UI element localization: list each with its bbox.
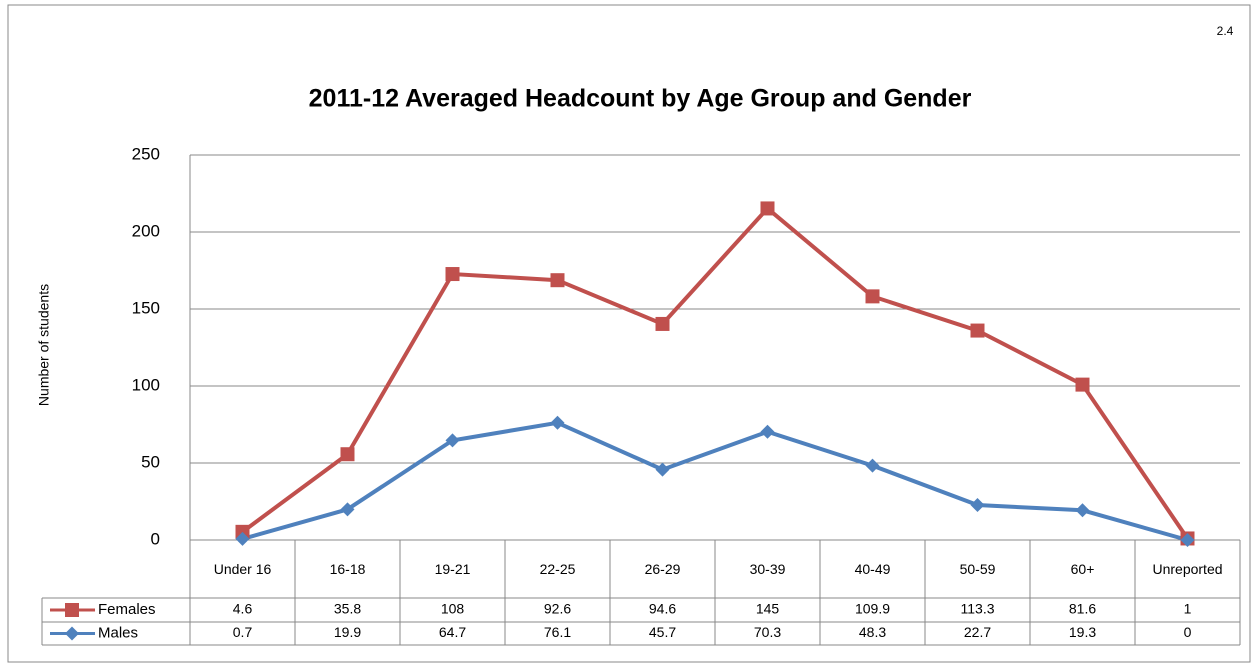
marker xyxy=(655,316,670,331)
series-line xyxy=(241,205,1190,540)
table-value: 1 xyxy=(1184,601,1192,617)
marker xyxy=(970,498,985,513)
x-tick-label: 30-39 xyxy=(749,561,786,577)
marker xyxy=(65,626,79,641)
table-value: 64.7 xyxy=(439,624,466,640)
legend-label: Females xyxy=(98,601,156,618)
x-tick-label: 16-18 xyxy=(329,561,366,577)
y-tick-label: 0 xyxy=(151,529,160,548)
table-value: 0.7 xyxy=(233,624,253,640)
marker xyxy=(340,502,355,517)
table-value: 145 xyxy=(756,601,780,617)
marker xyxy=(445,433,460,448)
table-value: 19.9 xyxy=(334,624,361,640)
y-tick-label: 50 xyxy=(141,452,160,471)
y-axis-label: Number of students xyxy=(36,284,52,406)
marker xyxy=(760,424,775,439)
x-tick-label: 19-21 xyxy=(434,561,471,577)
chart-title: 2011-12 Averaged Headcount by Age Group … xyxy=(309,85,972,113)
marker xyxy=(865,458,880,473)
marker xyxy=(235,531,250,546)
table-value: 22.7 xyxy=(964,624,991,640)
marker xyxy=(970,323,985,338)
marker xyxy=(65,603,79,617)
marker xyxy=(550,415,565,430)
marker xyxy=(235,524,250,539)
y-tick-label: 150 xyxy=(132,298,160,317)
marker xyxy=(655,462,670,477)
series-line xyxy=(241,420,1189,542)
y-tick-label: 200 xyxy=(132,221,160,240)
table-value: 94.6 xyxy=(649,601,676,617)
marker xyxy=(550,273,565,288)
page-number: 2.4 xyxy=(1217,24,1234,38)
table-value: 113.3 xyxy=(961,601,995,617)
table-value: 70.3 xyxy=(754,624,781,640)
x-tick-label: Under 16 xyxy=(213,561,272,577)
chart-border xyxy=(7,4,1251,663)
x-tick-label: 50-59 xyxy=(959,561,996,577)
x-tick-label: 40-49 xyxy=(854,561,891,577)
table-value: 108 xyxy=(441,601,465,617)
table-value: 92.6 xyxy=(544,601,571,617)
x-tick-label: 60+ xyxy=(1070,561,1095,577)
table-value: 0 xyxy=(1184,624,1192,640)
table-value: 48.3 xyxy=(859,624,886,640)
marker xyxy=(1180,533,1195,547)
table-value: 35.8 xyxy=(334,601,361,617)
marker xyxy=(865,289,880,304)
table-value: 4.6 xyxy=(233,601,253,617)
marker xyxy=(445,267,460,282)
table-value: 109.9 xyxy=(855,601,890,617)
marker xyxy=(1075,377,1090,392)
table-value: 76.1 xyxy=(544,624,571,640)
legend-label: Males xyxy=(98,624,138,641)
table-value: 45.7 xyxy=(649,624,676,640)
table-value: 81.6 xyxy=(1069,601,1096,617)
x-tick-label: 22-25 xyxy=(539,561,576,577)
y-tick-label: 100 xyxy=(132,375,160,394)
marker xyxy=(1075,503,1090,518)
x-tick-label: 26-29 xyxy=(644,561,681,577)
y-tick-label: 250 xyxy=(132,144,160,163)
marker xyxy=(760,201,775,216)
x-tick-label: Unreported xyxy=(1152,561,1223,577)
table-value: 19.3 xyxy=(1069,624,1096,640)
marker xyxy=(340,447,355,462)
